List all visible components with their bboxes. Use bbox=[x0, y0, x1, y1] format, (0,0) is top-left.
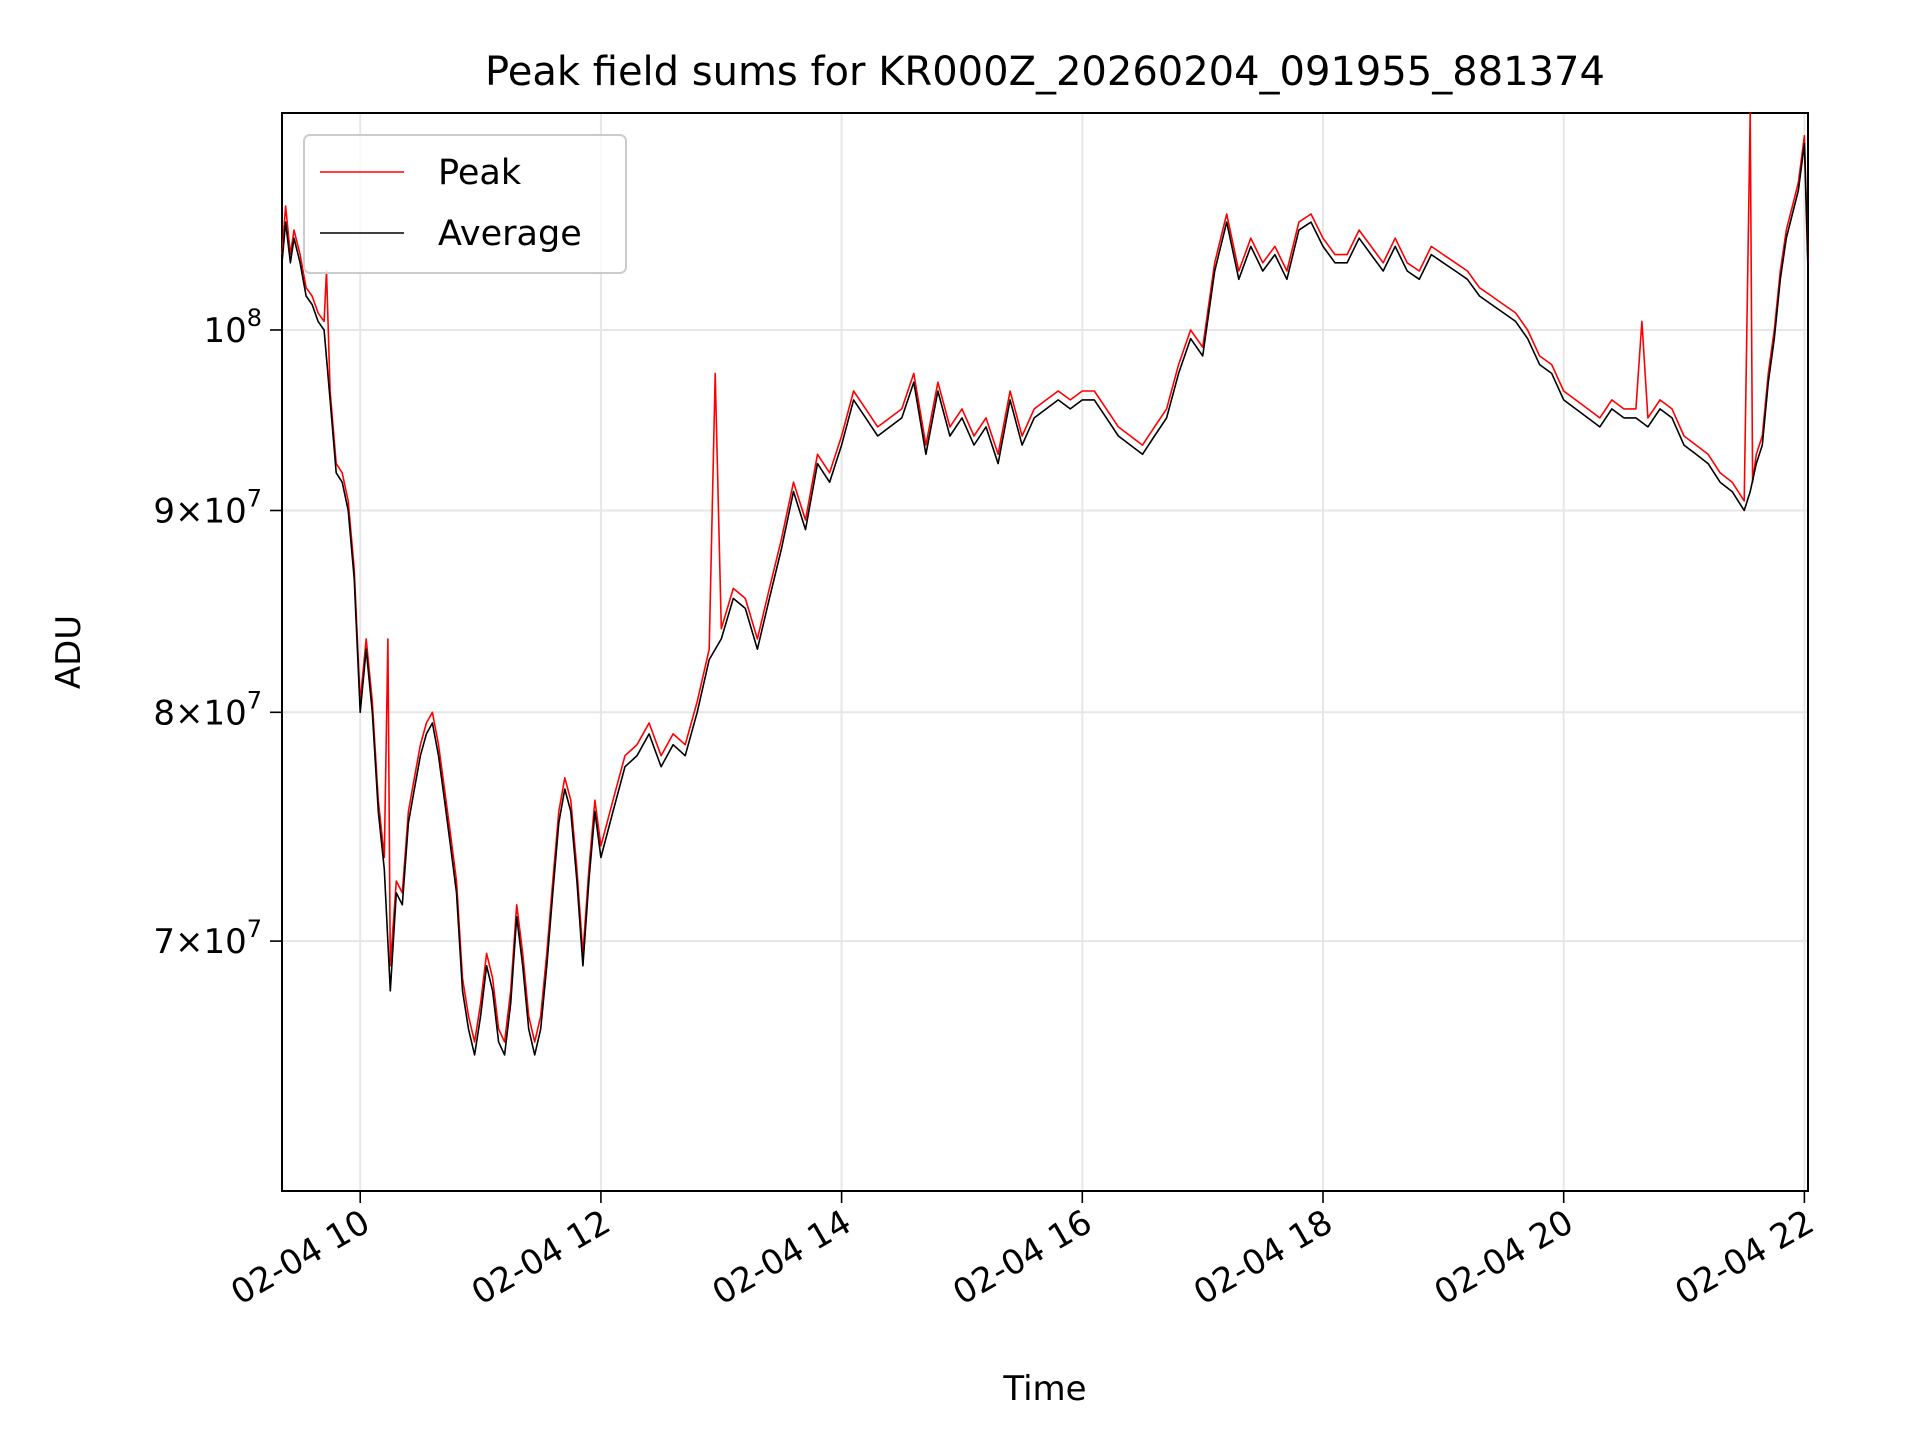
y-tick-label-2: 9×107 bbox=[153, 484, 262, 531]
x-tick-label-1: 02-04 12 bbox=[465, 1202, 617, 1313]
plot-area bbox=[281, 112, 1809, 1192]
x-tick-label-0: 02-04 10 bbox=[224, 1202, 376, 1313]
y-tick-label-0: 7×107 bbox=[153, 915, 262, 962]
data-series bbox=[281, 112, 1809, 1056]
x-tick-label-6: 02-04 22 bbox=[1668, 1202, 1820, 1313]
legend-label-average: Average bbox=[438, 214, 582, 254]
series-line-peak bbox=[281, 112, 1809, 1043]
x-tick-label-5: 02-04 20 bbox=[1428, 1202, 1580, 1313]
legend: Peak Average bbox=[303, 134, 627, 274]
y-axis: 7×107 8×107 9×107 108 bbox=[153, 304, 282, 962]
y-tick-label-3: 108 bbox=[203, 304, 262, 351]
y-tick-label-1: 8×107 bbox=[153, 686, 262, 733]
x-axis-label: Time bbox=[1002, 1369, 1086, 1409]
chart-title: Peak field sums for KR000Z_20260204_0919… bbox=[485, 49, 1605, 95]
series-line-average bbox=[281, 142, 1809, 1056]
x-tick-label-4: 02-04 18 bbox=[1187, 1202, 1339, 1313]
grid-lines bbox=[282, 113, 1808, 1191]
legend-label-peak: Peak bbox=[438, 153, 522, 193]
legend-box bbox=[303, 134, 627, 274]
x-tick-label-2: 02-04 14 bbox=[706, 1202, 858, 1313]
x-axis: 02-04 10 02-04 12 02-04 14 02-04 16 02-04 18… bbox=[224, 1191, 1821, 1313]
y-axis-label: ADU bbox=[49, 615, 89, 689]
x-tick-label-3: 02-04 16 bbox=[946, 1202, 1098, 1313]
